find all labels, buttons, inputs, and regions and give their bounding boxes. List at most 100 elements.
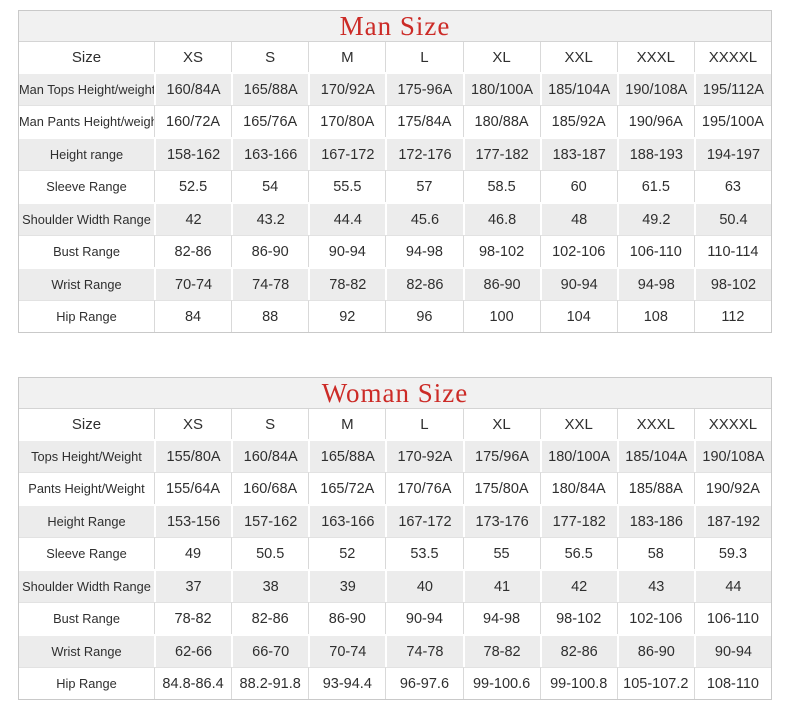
- size-value-cell: 155/64A: [154, 472, 232, 504]
- size-value-cell: 58.5: [462, 170, 540, 202]
- size-value-cell: 38: [231, 569, 309, 602]
- size-value-cell: 59.3: [693, 537, 771, 569]
- row-label: Tops Height/Weight: [19, 439, 154, 472]
- size-value-cell: 82-86: [539, 634, 617, 667]
- size-value-cell: 105-107.2: [616, 667, 694, 699]
- size-value-cell: 163-166: [308, 504, 386, 537]
- row-label: Bust Range: [19, 235, 154, 267]
- size-value-cell: 42: [539, 569, 617, 602]
- size-value-cell: 170/92A: [308, 72, 386, 105]
- size-value-cell: 104: [539, 300, 617, 332]
- size-value-cell: 167-172: [385, 504, 463, 537]
- column-header-m: M: [308, 409, 386, 439]
- size-value-cell: 50.5: [231, 537, 309, 569]
- size-value-cell: 55.5: [308, 170, 386, 202]
- size-value-cell: 190/92A: [693, 472, 771, 504]
- column-header-xxxl: XXXL: [616, 42, 694, 72]
- size-value-cell: 39: [308, 569, 386, 602]
- size-value-cell: 61.5: [616, 170, 694, 202]
- table-row: Height Range 153-156 157-162 163-166 167-172…: [19, 504, 771, 537]
- size-value-cell: 70-74: [308, 634, 386, 667]
- size-value-cell: 98-102: [539, 602, 617, 634]
- size-value-cell: 160/84A: [154, 72, 232, 105]
- size-value-cell: 94-98: [385, 235, 463, 267]
- size-value-cell: 165/88A: [231, 72, 309, 105]
- size-value-cell: 70-74: [154, 267, 232, 300]
- woman-size-table: Woman Size Size XS S M L XL XXL XXXL XXXXL Tops He…: [18, 377, 772, 700]
- size-value-cell: 183-187: [539, 137, 617, 170]
- row-label: Bust Range: [19, 602, 154, 634]
- size-value-cell: 42: [154, 202, 232, 235]
- size-value-cell: 88: [231, 300, 309, 332]
- size-value-cell: 74-78: [385, 634, 463, 667]
- row-label: Height Range: [19, 504, 154, 537]
- table-title: Man Size: [19, 11, 771, 42]
- size-value-cell: 90-94: [385, 602, 463, 634]
- column-header-xxl: XXL: [539, 409, 617, 439]
- size-value-cell: 52: [308, 537, 386, 569]
- size-value-cell: 49: [154, 537, 232, 569]
- size-value-cell: 46.8: [462, 202, 540, 235]
- size-value-cell: 55: [462, 537, 540, 569]
- size-value-cell: 100: [462, 300, 540, 332]
- column-header-size: Size: [19, 409, 154, 439]
- size-value-cell: 183-186: [616, 504, 694, 537]
- table-row: Tops Height/Weight 155/80A 160/84A 165/88A 1…: [19, 439, 771, 472]
- size-value-cell: 96: [385, 300, 463, 332]
- table-row: Bust Range 78-82 82-86 86-90 90-94 94-98 98-10…: [19, 602, 771, 634]
- size-value-cell: 57: [385, 170, 463, 202]
- size-value-cell: 84.8-86.4: [154, 667, 232, 699]
- size-value-cell: 78-82: [154, 602, 232, 634]
- size-value-cell: 44: [693, 569, 771, 602]
- size-value-cell: 195/100A: [693, 105, 771, 137]
- size-value-cell: 170/76A: [385, 472, 463, 504]
- column-header-xxl: XXL: [539, 42, 617, 72]
- size-value-cell: 187-192: [693, 504, 771, 537]
- size-value-cell: 93-94.4: [308, 667, 386, 699]
- column-header-l: L: [385, 42, 463, 72]
- size-value-cell: 45.6: [385, 202, 463, 235]
- size-value-cell: 185/104A: [616, 439, 694, 472]
- size-value-cell: 63: [693, 170, 771, 202]
- row-label: Shoulder Width Range: [19, 202, 154, 235]
- table-title: Woman Size: [19, 378, 771, 409]
- table-row: Wrist Range 70-74 74-78 78-82 82-86 86-90 90-9…: [19, 267, 771, 300]
- size-value-cell: 94-98: [616, 267, 694, 300]
- size-value-cell: 180/100A: [462, 72, 540, 105]
- row-label: Wrist Range: [19, 634, 154, 667]
- size-value-cell: 82-86: [231, 602, 309, 634]
- size-value-cell: 112: [693, 300, 771, 332]
- size-value-cell: 82-86: [385, 267, 463, 300]
- size-value-cell: 106-110: [693, 602, 771, 634]
- row-label: Height range: [19, 137, 154, 170]
- size-value-cell: 90-94: [693, 634, 771, 667]
- size-value-cell: 160/68A: [231, 472, 309, 504]
- row-label: Pants Height/Weight: [19, 472, 154, 504]
- size-value-cell: 99-100.8: [539, 667, 617, 699]
- size-value-cell: 173-176: [462, 504, 540, 537]
- size-value-cell: 175/80A: [462, 472, 540, 504]
- size-value-cell: 175-96A: [385, 72, 463, 105]
- size-value-cell: 163-166: [231, 137, 309, 170]
- size-value-cell: 99-100.6: [462, 667, 540, 699]
- size-value-cell: 177-182: [462, 137, 540, 170]
- size-value-cell: 40: [385, 569, 463, 602]
- size-value-cell: 153-156: [154, 504, 232, 537]
- size-value-cell: 48: [539, 202, 617, 235]
- size-value-cell: 155/80A: [154, 439, 232, 472]
- size-value-cell: 185/88A: [616, 472, 694, 504]
- man-size-table: Man Size Size XS S M L XL XXL XXXL XXXXL Man Tops …: [18, 10, 772, 333]
- size-value-cell: 88.2-91.8: [231, 667, 309, 699]
- size-value-cell: 106-110: [616, 235, 694, 267]
- size-value-cell: 82-86: [154, 235, 232, 267]
- size-value-cell: 180/88A: [462, 105, 540, 137]
- size-value-cell: 190/96A: [616, 105, 694, 137]
- row-label: Hip Range: [19, 667, 154, 699]
- size-value-cell: 84: [154, 300, 232, 332]
- size-value-cell: 188-193: [616, 137, 694, 170]
- size-value-cell: 180/100A: [539, 439, 617, 472]
- row-label: Sleeve Range: [19, 170, 154, 202]
- size-value-cell: 190/108A: [616, 72, 694, 105]
- size-value-cell: 165/72A: [308, 472, 386, 504]
